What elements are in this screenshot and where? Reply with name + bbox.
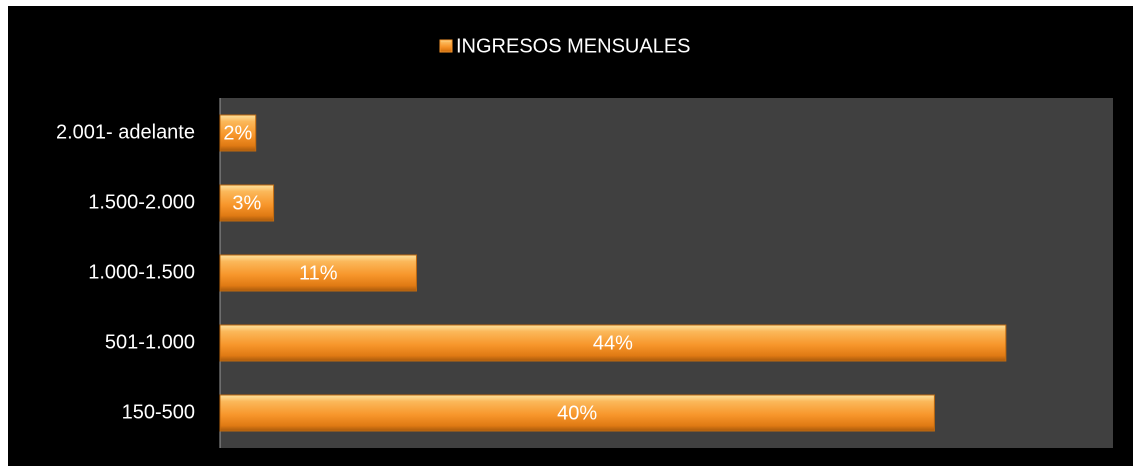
legend-label: INGRESOS MENSUALES [456, 35, 691, 57]
bar-value-label: 11% [299, 262, 338, 284]
bar [219, 394, 935, 432]
bar-value-label: 44% [593, 332, 633, 354]
y-tick-label: 501-1.000 [105, 331, 195, 353]
legend-swatch [439, 39, 453, 53]
bar-value-label: 3% [232, 192, 261, 214]
y-tick-label: 150-500 [122, 401, 195, 423]
bar [219, 114, 257, 152]
y-tick-label: 1.000-1.500 [88, 261, 195, 283]
y-tick-label: 1.500-2.000 [88, 191, 195, 213]
bar-value-label: 40% [557, 402, 597, 424]
bar [219, 324, 1007, 362]
bar-value-label: 2% [223, 122, 252, 144]
bar [219, 184, 275, 222]
y-tick-label: 2.001- adelante [56, 121, 195, 143]
bar [219, 254, 417, 292]
